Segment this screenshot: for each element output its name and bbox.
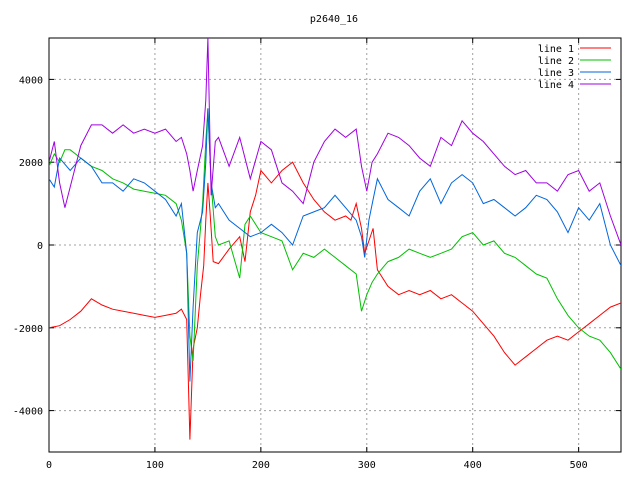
x-tick-label: 200 <box>252 460 270 471</box>
x-tick-label: 100 <box>146 460 164 471</box>
x-tick-label: 300 <box>358 460 376 471</box>
series-line-4 <box>49 38 621 246</box>
legend-label-1: line 1 <box>538 44 574 55</box>
chart-title: p2640_16 <box>310 14 358 25</box>
y-tick-label: 4000 <box>19 75 43 86</box>
series-line-2 <box>49 108 621 370</box>
y-tick-label: -4000 <box>13 407 43 418</box>
x-tick-label: 400 <box>464 460 482 471</box>
y-tick-label: -2000 <box>13 324 43 335</box>
y-tick-label: 2000 <box>19 158 43 169</box>
series-group <box>49 38 621 440</box>
series-line-3 <box>49 108 621 382</box>
legend-label-4: line 4 <box>538 80 574 91</box>
y-tick-label: 0 <box>37 241 43 252</box>
legend-label-2: line 2 <box>538 56 574 67</box>
series-line-1 <box>49 161 621 440</box>
x-tick-label: 0 <box>46 460 52 471</box>
legend-label-3: line 3 <box>538 68 574 79</box>
grid <box>49 38 621 452</box>
x-tick-label: 500 <box>570 460 588 471</box>
